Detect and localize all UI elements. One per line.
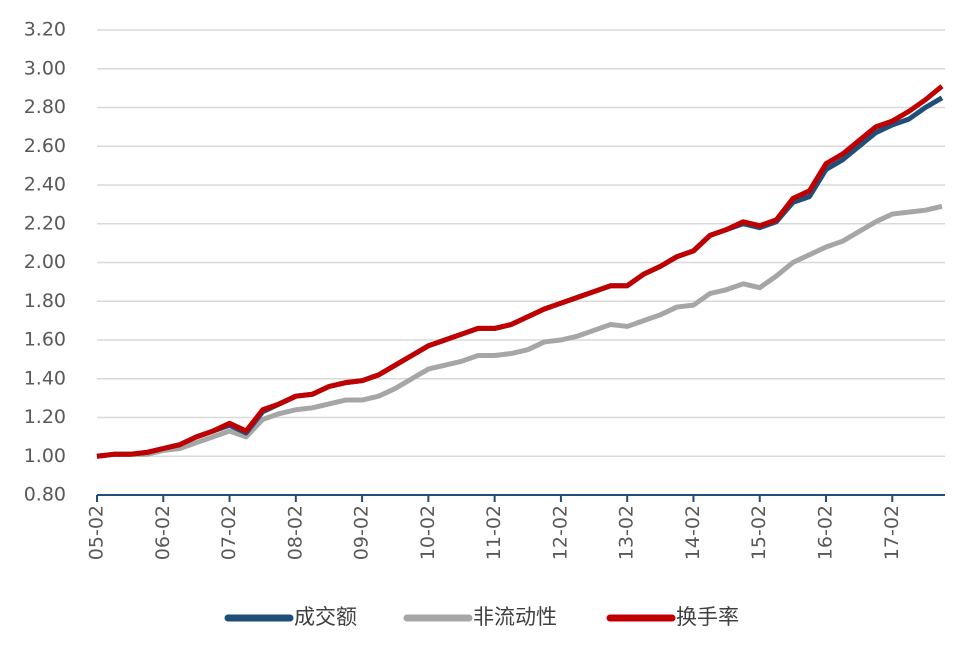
x-tick-label: 09-02 [351,505,373,560]
legend: 成交额 非流动性 换手率 [224,605,739,629]
x-tick-label: 05-02 [86,505,108,560]
y-tick-label: 2.80 [24,96,66,118]
x-tick-label: 07-02 [218,505,240,560]
y-tick-label: 1.00 [24,445,66,467]
legend-label: 换手率 [676,605,739,629]
y-tick-label: 1.20 [24,406,66,428]
y-tick-label: 1.60 [24,329,66,351]
y-tick-label: 2.40 [24,174,66,196]
y-tick-label: 3.20 [24,19,66,41]
y-tick-label: 2.20 [24,212,66,234]
x-tick-label: 08-02 [284,505,306,560]
x-tick-label: 14-02 [682,505,704,560]
x-tick-label: 17-02 [881,505,903,560]
x-tick-label: 12-02 [549,505,571,560]
x-tick-label: 10-02 [417,505,439,560]
x-tick-label: 06-02 [152,505,174,560]
legend-label: 非流动性 [473,605,557,629]
y-tick-label: 2.00 [24,251,66,273]
y-tick-label: 2.60 [24,135,66,157]
y-tick-label: 1.80 [24,290,66,312]
y-tick-label: 1.40 [24,367,66,389]
y-tick-label: 3.00 [24,57,66,79]
series-line [96,203,943,459]
x-tick-label: 15-02 [748,505,770,560]
y-tick-label: 0.80 [24,484,66,506]
x-tick-label: 11-02 [483,505,505,560]
x-tick-label: 13-02 [616,505,638,560]
x-tick-label: 16-02 [815,505,837,560]
legend-label: 成交额 [294,605,357,629]
series-line [96,84,944,459]
series-line [96,95,944,459]
